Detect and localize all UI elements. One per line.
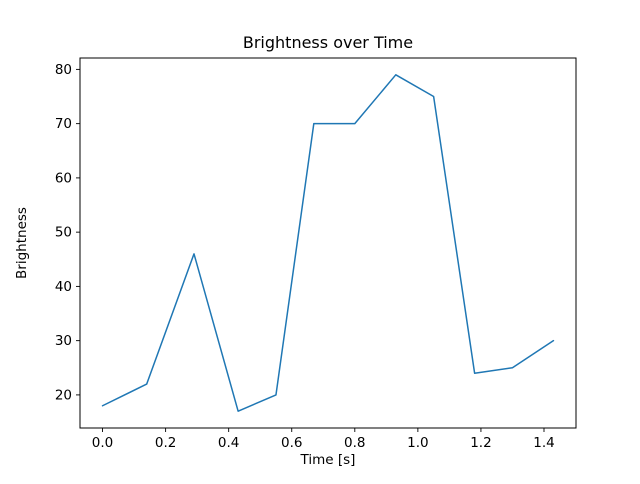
y-tick-label: 30 <box>55 333 72 349</box>
x-tick-label: 1.4 <box>533 435 554 451</box>
y-tick-label: 40 <box>55 279 72 295</box>
x-tick-label: 1.0 <box>407 435 428 451</box>
chart-title: Brightness over Time <box>243 33 413 52</box>
x-tick-label: 0.4 <box>218 435 239 451</box>
plot-area <box>79 57 577 429</box>
brightness-line <box>101 74 555 412</box>
x-tick-label: 0.2 <box>155 435 176 451</box>
axis-ticks: 0.0 0.2 0.4 0.6 0.8 1.0 1.2 1.4 20 30 40 50 60 70 80 <box>55 62 555 451</box>
x-tick-label: 0.6 <box>281 435 302 451</box>
x-tick-label: 0.0 <box>92 435 113 451</box>
y-tick-label: 80 <box>55 62 72 78</box>
y-tick-label: 60 <box>55 170 72 186</box>
y-tick-label: 50 <box>55 225 72 241</box>
x-tick-label: 0.8 <box>344 435 365 451</box>
data-series <box>101 74 555 412</box>
y-tick-label: 20 <box>55 387 72 403</box>
x-tick-label: 1.2 <box>470 435 491 451</box>
x-axis-label: Time [s] <box>300 452 356 468</box>
y-axis-label: Brightness <box>14 207 30 279</box>
y-tick-label: 70 <box>55 116 72 132</box>
